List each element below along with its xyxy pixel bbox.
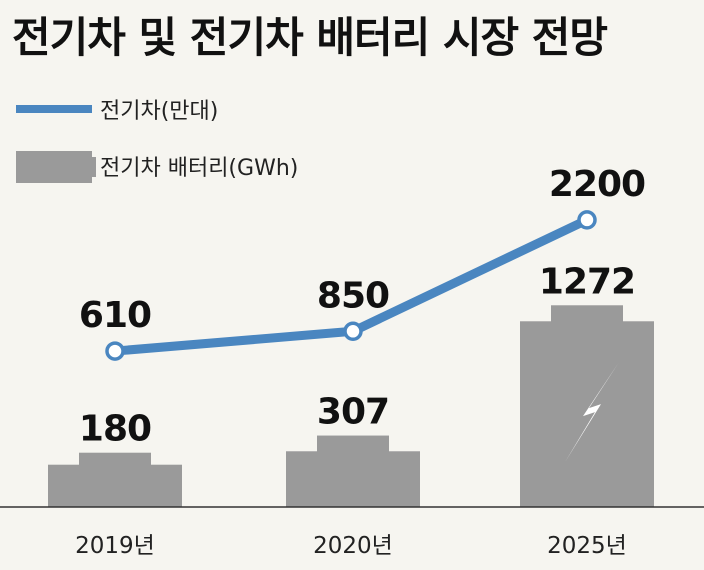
- battery-value-label: 307: [317, 392, 389, 433]
- chart-title: 전기차 및 전기차 배터리 시장 전망: [12, 13, 608, 62]
- legend-label-battery: 전기차 배터리(GWh): [100, 156, 298, 181]
- battery-terminal: [79, 452, 151, 466]
- lightning-icon: [565, 362, 619, 463]
- legend-line-swatch: [16, 105, 92, 113]
- battery-terminal: [551, 305, 623, 323]
- battery-value-label: 1272: [539, 261, 635, 302]
- ev-point: [577, 210, 597, 230]
- line-layer: 610 850 2200: [79, 164, 646, 361]
- ev-value-label: 2200: [549, 164, 645, 205]
- battery-terminal: [317, 435, 389, 453]
- legend-bar-swatch: [16, 151, 96, 183]
- x-tick-label: 2025년: [547, 533, 627, 559]
- ev-value-label: 850: [317, 275, 389, 316]
- legend-label-ev: 전기차(만대): [100, 99, 218, 124]
- legend: 전기차(만대) 전기차 배터리(GWh): [16, 99, 298, 183]
- battery-body: [286, 451, 420, 507]
- x-axis-labels: 2019년 2020년 2025년: [75, 533, 627, 559]
- bars-layer: 180 307 1272: [48, 261, 654, 507]
- battery-bar: [286, 435, 420, 507]
- battery-bar: [520, 305, 654, 507]
- battery-body: [48, 464, 182, 507]
- ev-point: [343, 321, 363, 342]
- ev-point: [105, 341, 125, 361]
- battery-bar: [48, 452, 182, 507]
- x-tick-label: 2020년: [313, 533, 393, 559]
- battery-value-label: 180: [79, 409, 151, 450]
- x-tick-label: 2019년: [75, 533, 155, 559]
- ev-value-label: 610: [79, 295, 151, 336]
